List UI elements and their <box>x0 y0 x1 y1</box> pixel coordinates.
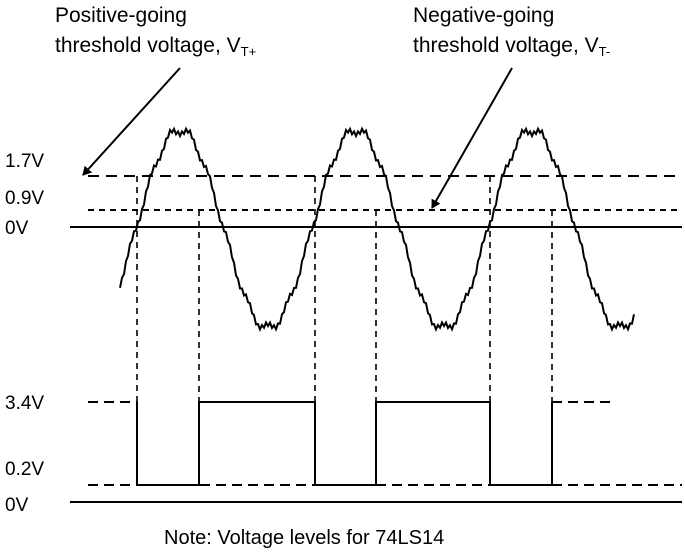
positive-threshold-subtitle: threshold voltage, VT+ <box>55 34 256 58</box>
output-level-3-4v: 3.4V <box>5 393 45 414</box>
vt-plus-arrow <box>82 67 181 176</box>
input-level-1-7v: 1.7V <box>5 151 45 172</box>
positive-threshold-title: Positive-going <box>55 4 187 27</box>
positive-threshold-subscript: T+ <box>240 44 257 59</box>
output-level-0-2v: 0.2V <box>5 459 45 480</box>
positive-threshold-text: threshold voltage, V <box>55 34 241 57</box>
vt-minus-arrow <box>431 67 513 209</box>
note-text: Note: Voltage levels for 74LS14 <box>164 527 445 549</box>
projection-lines <box>136 176 553 402</box>
output-square-wave <box>136 401 553 486</box>
negative-threshold-text: threshold voltage, V <box>413 34 599 57</box>
negative-threshold-subtitle: threshold voltage, VT- <box>413 34 610 58</box>
input-level-0-9v: 0.9V <box>5 188 45 209</box>
input-sine-wave <box>119 126 635 332</box>
negative-threshold-title: Negative-going <box>413 4 555 27</box>
input-level-0v: 0V <box>5 218 29 239</box>
output-level-0v: 0V <box>5 495 29 516</box>
negative-threshold-subscript: T- <box>598 44 611 59</box>
